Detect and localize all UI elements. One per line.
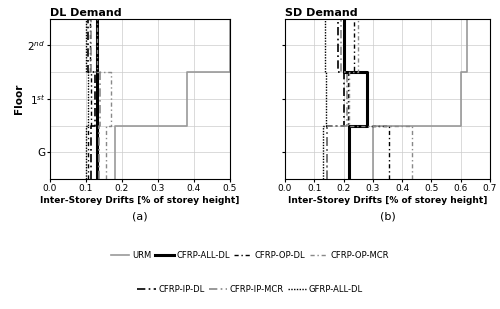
Y-axis label: Floor: Floor [14, 84, 24, 114]
Legend: URM, CFRP-ALL-DL, CFRP-OP-DL, CFRP-OP-MCR: URM, CFRP-ALL-DL, CFRP-OP-DL, CFRP-OP-MC… [108, 248, 392, 263]
X-axis label: Inter-Storey Drifts [% of storey height]: Inter-Storey Drifts [% of storey height] [40, 196, 239, 205]
Text: (a): (a) [132, 212, 148, 222]
Text: DL Demand: DL Demand [50, 8, 122, 18]
Legend: CFRP-IP-DL, CFRP-IP-MCR, GFRP-ALL-DL: CFRP-IP-DL, CFRP-IP-MCR, GFRP-ALL-DL [134, 281, 366, 297]
Text: SD Demand: SD Demand [285, 8, 358, 18]
Text: (b): (b) [380, 212, 396, 222]
X-axis label: Inter-Storey Drifts [% of storey height]: Inter-Storey Drifts [% of storey height] [288, 196, 487, 205]
